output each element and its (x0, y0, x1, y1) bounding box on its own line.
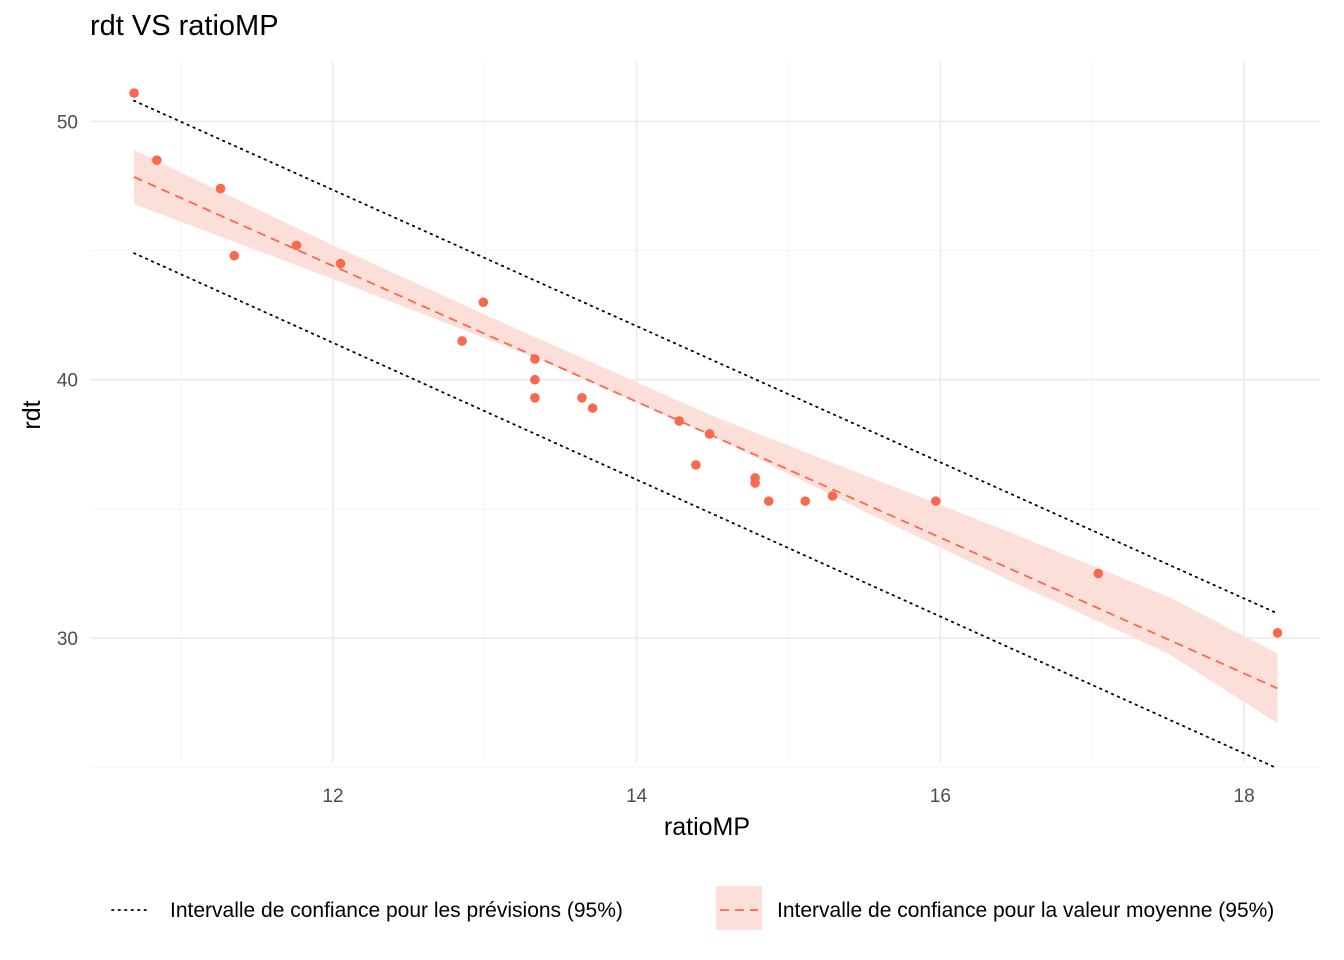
data-point (827, 491, 838, 501)
y-axis-title: rdt (18, 400, 46, 429)
lines-layer (133, 99, 1279, 770)
x-axis-title: ratioMP (664, 813, 750, 841)
data-point (530, 374, 540, 385)
ribbon-layer (134, 149, 1278, 724)
data-point (800, 496, 811, 506)
legend: Intervalle de confiance pour les prévisi… (111, 886, 1274, 930)
x-tick-label: 12 (322, 786, 343, 807)
legend-label-prediction: Intervalle de confiance pour les prévisi… (170, 899, 623, 922)
y-tick-label: 50 (57, 112, 78, 133)
data-point (129, 88, 139, 98)
y-tick-label: 30 (57, 629, 78, 650)
data-point (691, 460, 701, 470)
points-layer (129, 88, 1283, 638)
y-tick-label: 40 (57, 371, 78, 392)
data-point (152, 155, 162, 165)
data-point (577, 392, 587, 403)
data-point (750, 473, 760, 483)
data-point (1093, 568, 1104, 579)
data-point (215, 183, 226, 194)
data-point (291, 240, 302, 251)
mean-ci-ribbon (134, 149, 1278, 724)
ticks-layer: 12 14 16 18 30 40 50 (57, 112, 1255, 807)
prediction-upper-line (133, 99, 1279, 615)
data-point (587, 403, 598, 413)
data-point (530, 392, 540, 403)
data-point (763, 496, 774, 506)
data-point (931, 496, 941, 506)
data-point (478, 297, 489, 308)
data-point (457, 336, 467, 346)
prediction-lower-line (133, 252, 1279, 770)
legend-key-mean-ribbon (716, 886, 762, 930)
x-tick-label: 14 (626, 786, 648, 807)
legend-label-mean: Intervalle de confiance pour la valeur m… (777, 899, 1274, 922)
data-point (674, 416, 684, 426)
data-point (335, 258, 346, 269)
x-tick-label: 18 (1234, 786, 1255, 807)
data-point (229, 250, 240, 261)
regression-fit-line (133, 176, 1278, 690)
data-point (704, 429, 715, 439)
data-point (1272, 628, 1283, 638)
chart-title: rdt VS ratioMP (90, 10, 279, 42)
x-tick-label: 16 (930, 786, 951, 807)
data-point (530, 354, 540, 364)
